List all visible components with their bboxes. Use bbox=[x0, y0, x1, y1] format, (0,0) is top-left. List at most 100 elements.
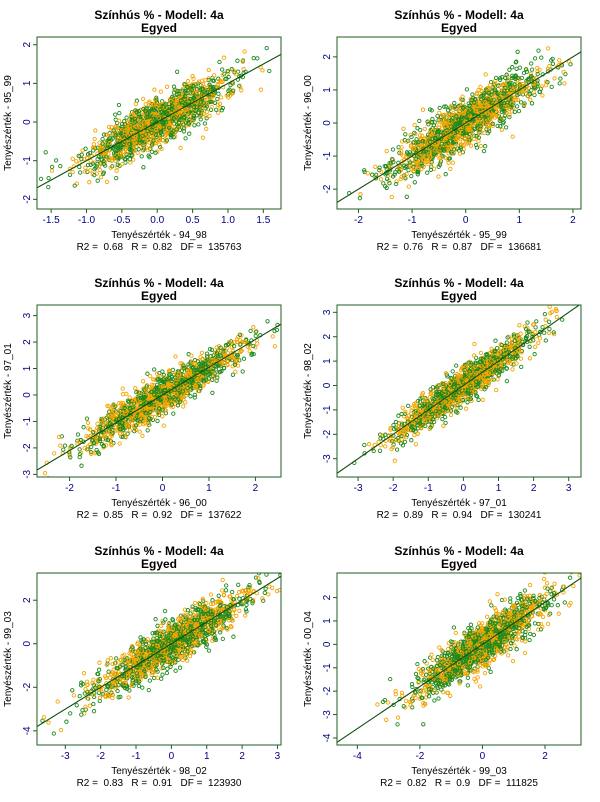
x-tick-label: -1.0 bbox=[78, 215, 96, 226]
data-point-green bbox=[54, 159, 57, 162]
data-point-orange bbox=[117, 119, 120, 122]
data-point-green bbox=[189, 395, 192, 398]
data-point-orange bbox=[558, 59, 561, 62]
data-point-orange bbox=[544, 84, 547, 87]
x-tick-label: -2 bbox=[354, 215, 363, 226]
data-point-green bbox=[176, 70, 179, 73]
data-point-orange bbox=[200, 351, 203, 354]
data-point-orange bbox=[134, 102, 137, 105]
data-point-orange bbox=[184, 401, 187, 404]
data-point-orange bbox=[479, 85, 482, 88]
data-point-green bbox=[410, 174, 413, 177]
data-point-orange bbox=[252, 326, 255, 329]
data-point-orange bbox=[529, 98, 532, 101]
x-tick-label: 0.5 bbox=[186, 215, 200, 226]
data-point-green bbox=[236, 59, 239, 62]
data-point-green bbox=[73, 184, 76, 187]
chart-subtitle: Egyed bbox=[141, 21, 177, 35]
data-point-green bbox=[558, 82, 561, 85]
data-point-orange bbox=[234, 370, 237, 373]
chart-subtitle: Egyed bbox=[441, 21, 477, 35]
y-axis-label: Tenyészérték - 97_01 bbox=[3, 343, 14, 439]
data-point-orange bbox=[553, 77, 556, 80]
data-point-green bbox=[504, 126, 507, 129]
x-tick-label: 1.0 bbox=[221, 215, 235, 226]
regression-line bbox=[37, 324, 281, 470]
y-tick-label: -1 bbox=[322, 151, 333, 160]
data-point-green bbox=[63, 444, 66, 447]
data-point-orange bbox=[128, 429, 131, 432]
y-tick-label: -2 bbox=[22, 443, 33, 452]
data-point-orange bbox=[438, 111, 441, 114]
data-point-orange bbox=[271, 335, 274, 338]
y-tick-label: 3 bbox=[22, 312, 33, 318]
data-point-orange bbox=[59, 444, 62, 447]
data-point-green bbox=[438, 106, 441, 109]
chart-title: Színhús % - Modell: 4a bbox=[94, 8, 224, 22]
data-point-green bbox=[344, 223, 347, 226]
x-tick-label: 1.5 bbox=[256, 215, 270, 226]
data-point-green bbox=[156, 419, 159, 422]
data-point-orange bbox=[500, 128, 503, 131]
regression-line bbox=[337, 52, 581, 203]
data-point-orange bbox=[98, 168, 101, 171]
data-point-orange bbox=[141, 380, 144, 383]
data-point-green bbox=[249, 329, 252, 332]
data-point-green bbox=[79, 171, 82, 174]
data-point-orange bbox=[484, 73, 487, 76]
data-point-green bbox=[426, 171, 429, 174]
data-point-green bbox=[338, 225, 341, 228]
data-point-green bbox=[47, 176, 50, 179]
data-point-green bbox=[530, 68, 533, 71]
data-point-green bbox=[59, 164, 62, 167]
data-point-green bbox=[101, 137, 104, 140]
data-point-orange bbox=[437, 175, 440, 178]
data-point-green bbox=[142, 166, 145, 169]
fit-statistics: R2 = 0.68 R = 0.82 DF = 135763 bbox=[77, 242, 242, 253]
data-point-green bbox=[358, 197, 361, 200]
data-point-orange bbox=[219, 96, 222, 99]
data-point-orange bbox=[470, 144, 473, 147]
data-point-orange bbox=[555, 315, 558, 318]
data-point-orange bbox=[208, 114, 211, 117]
data-point-orange bbox=[366, 172, 369, 175]
data-point-green bbox=[241, 370, 244, 373]
data-point-green bbox=[197, 123, 200, 126]
data-point-green bbox=[231, 373, 234, 376]
x-axis-label: Tenyészérték - 96_00 bbox=[111, 498, 207, 509]
data-point-orange bbox=[115, 169, 118, 172]
data-point-orange bbox=[75, 160, 78, 163]
data-point-green bbox=[378, 449, 381, 452]
data-point-green bbox=[117, 103, 120, 106]
data-point-orange bbox=[477, 140, 480, 143]
data-point-orange bbox=[136, 151, 139, 154]
data-point-green bbox=[530, 102, 533, 105]
data-point-orange bbox=[222, 56, 225, 59]
x-tick-label: -2 bbox=[65, 483, 74, 494]
data-point-green bbox=[416, 127, 419, 130]
data-point-green bbox=[215, 108, 218, 111]
data-point-orange bbox=[50, 169, 53, 172]
data-point-green bbox=[551, 62, 554, 65]
data-point-orange bbox=[541, 94, 544, 97]
y-axis-label: Tenyészérték - 96_00 bbox=[303, 75, 314, 171]
data-point-orange bbox=[243, 50, 246, 53]
data-point-green bbox=[483, 145, 486, 148]
data-point-orange bbox=[93, 137, 96, 140]
y-tick-label: 1 bbox=[22, 80, 33, 86]
data-point-green bbox=[453, 101, 456, 104]
data-point-green bbox=[363, 443, 366, 446]
point-cloud bbox=[320, 31, 581, 228]
data-point-orange bbox=[413, 123, 416, 126]
data-point-orange bbox=[182, 405, 185, 408]
data-point-green bbox=[265, 46, 268, 49]
data-point-green bbox=[62, 448, 65, 451]
data-point-orange bbox=[379, 178, 382, 181]
fit-statistics: R2 = 0.85 R = 0.92 DF = 137622 bbox=[77, 510, 242, 521]
data-point-orange bbox=[320, 220, 323, 223]
data-point-green bbox=[125, 116, 128, 119]
data-point-orange bbox=[88, 181, 91, 184]
y-axis-label: Tenyészérték - 95_99 bbox=[3, 75, 14, 171]
